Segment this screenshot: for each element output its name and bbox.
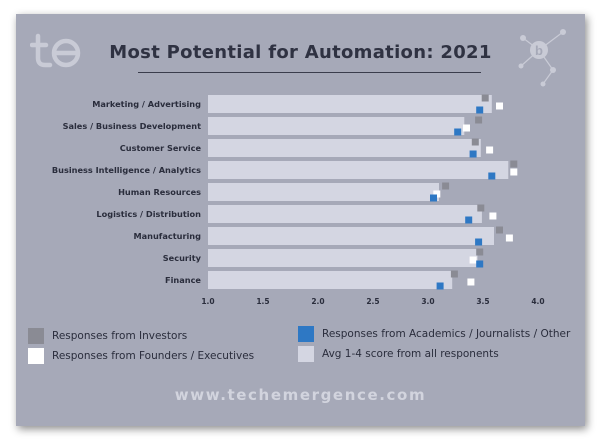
avg-bar xyxy=(208,249,478,267)
investors-marker xyxy=(442,182,450,190)
x-tick-label: 2.0 xyxy=(311,297,324,306)
chart-title: Most Potential for Automation: 2021 xyxy=(109,42,492,63)
x-tick-label: 3.5 xyxy=(476,297,489,306)
investors-marker xyxy=(510,160,518,168)
legend-swatch-academics xyxy=(298,326,314,342)
avg-bar xyxy=(208,271,453,289)
founders-marker xyxy=(469,256,477,264)
legend-swatch-investors xyxy=(28,328,44,344)
investors-marker xyxy=(450,270,458,278)
academics-marker xyxy=(430,194,437,202)
x-tick-label: 1.0 xyxy=(201,297,214,306)
category-label: Logistics / Distribution xyxy=(96,209,201,219)
infographic-card: b Most Potential for Automation: 2021 Ma… xyxy=(16,14,585,426)
founders-marker xyxy=(496,102,503,110)
avg-bar xyxy=(208,117,465,135)
legend-label-average: Avg 1-4 score from all responents xyxy=(322,348,499,360)
academics-marker xyxy=(469,150,477,158)
investors-marker xyxy=(475,116,483,124)
legend-swatch-average xyxy=(298,346,314,362)
avg-bar xyxy=(208,95,492,113)
founders-marker xyxy=(486,146,494,154)
x-tick-label: 3.0 xyxy=(421,297,434,306)
investors-marker xyxy=(477,204,485,212)
category-label: Manufacturing xyxy=(133,231,201,241)
category-label: Marketing / Advertising xyxy=(92,99,201,109)
legend-item-founders: Responses from Founders / Executives xyxy=(28,348,254,364)
category-label: Sales / Business Development xyxy=(63,121,202,131)
legend-item-academics: Responses from Academics / Journalists /… xyxy=(298,326,570,342)
investors-marker xyxy=(471,138,479,146)
investors-marker xyxy=(481,94,489,102)
bar-chart: Marketing / Advertising Sales / Business … xyxy=(52,94,545,306)
academics-marker xyxy=(454,128,462,136)
investors-marker xyxy=(476,248,484,256)
founders-marker xyxy=(433,190,441,198)
footer-url: www.techemergence.com xyxy=(174,386,427,404)
avg-bar xyxy=(208,227,494,245)
techemergence-logo xyxy=(30,33,81,68)
legend-label-academics: Responses from Academics / Journalists /… xyxy=(322,328,571,340)
academics-marker xyxy=(436,282,444,290)
legend-swatch-founders xyxy=(28,348,44,364)
founders-marker xyxy=(463,124,470,132)
category-label: Business Intelligence / Analytics xyxy=(52,165,201,175)
x-tick-label: 1.5 xyxy=(256,297,269,306)
investors-marker xyxy=(496,226,503,234)
category-label: Customer Service xyxy=(120,143,202,153)
category-label: Human Resources xyxy=(118,187,201,197)
avg-bar xyxy=(208,161,509,179)
academics-marker xyxy=(465,216,473,224)
avg-bar xyxy=(208,139,481,157)
academics-marker xyxy=(476,106,484,114)
x-tick-label: 2.5 xyxy=(366,297,379,306)
academics-marker xyxy=(476,260,484,268)
category-label: Finance xyxy=(165,275,201,285)
legend-label-investors: Responses from Investors xyxy=(52,330,188,342)
legend-item-investors: Responses from Investors xyxy=(28,328,187,344)
founders-marker xyxy=(505,234,513,242)
founders-marker xyxy=(510,168,518,176)
svg-text:b: b xyxy=(535,43,543,58)
category-label: Security xyxy=(163,253,202,263)
legend-label-founders: Responses from Founders / Executives xyxy=(52,350,255,362)
founders-marker xyxy=(467,278,475,286)
x-tick-label: 4.0 xyxy=(531,297,544,306)
avg-bar xyxy=(208,205,482,223)
legend-item-average: Avg 1-4 score from all responents xyxy=(298,346,499,362)
network-nodes-icon: b xyxy=(518,29,566,87)
academics-marker xyxy=(488,172,496,180)
founders-marker xyxy=(489,212,497,220)
avg-bar xyxy=(208,183,439,201)
academics-marker xyxy=(475,238,483,246)
title-underline xyxy=(138,72,481,73)
